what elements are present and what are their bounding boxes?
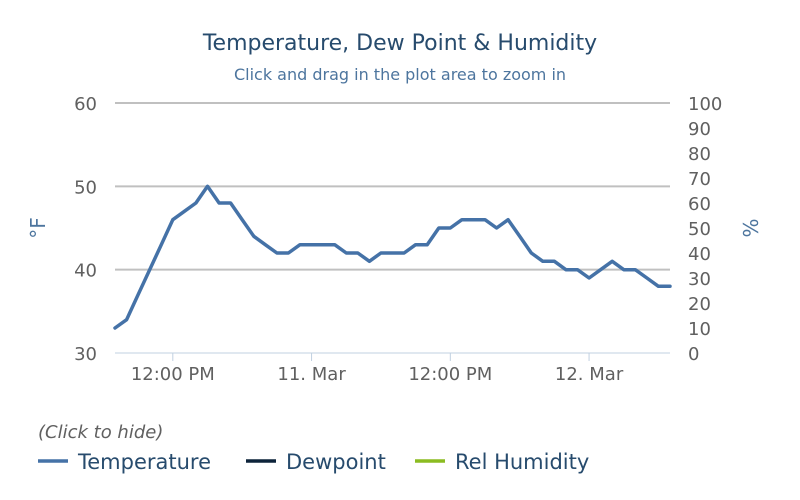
chart-title: Temperature, Dew Point & Humidity [202,31,597,56]
y-right-tick-label: 70 [688,169,711,190]
y-right-tick-label: 20 [688,294,711,315]
gridlines [115,102,670,271]
x-tick-label: 12. Mar [555,364,624,385]
legend-label: Dewpoint [286,450,386,474]
series-layer [113,184,672,330]
y-left-tick-label: 50 [74,177,97,198]
y-right-tick-label: 10 [688,319,711,340]
y-right-tick-label: 30 [688,269,711,290]
x-tick-label: 12:00 PM [408,364,492,385]
legend-label: Temperature [77,450,211,474]
y-right-tick-label: 60 [688,194,711,215]
legend-item-dewpoint[interactable]: Dewpoint [246,450,386,474]
chart-subtitle: Click and drag in the plot area to zoom … [234,65,566,84]
y-left-tick-label: 60 [74,94,97,115]
y-right-tick-label: 80 [688,144,711,165]
y-right-tick-label: 90 [688,119,711,140]
y-left-tick-label: 30 [74,344,97,365]
y-right-tick-label: 0 [688,344,699,365]
legend-item-temperature[interactable]: Temperature [38,450,211,474]
y-right-tick-label: 50 [688,219,711,240]
y-left-axis-title: °F [26,217,50,239]
x-tick-label: 11. Mar [277,364,346,385]
legend-label: Rel Humidity [455,450,589,474]
x-tick-label: 12:00 PM [131,364,215,385]
series-line-temperature[interactable] [113,184,672,330]
legend: Temperature Dewpoint Rel Humidity [38,450,589,474]
y-left-tick-label: 40 [74,261,97,282]
y-right-tick-label: 100 [688,94,722,115]
legend-note: (Click to hide) [38,422,163,443]
x-axis: 12:00 PM 11. Mar 12:00 PM 12. Mar [131,353,624,385]
y-axis-left: 60 50 40 30 [74,94,97,365]
y-right-axis-title: % [739,218,763,237]
y-right-tick-label: 40 [688,244,711,265]
legend-item-rel-humidity[interactable]: Rel Humidity [415,450,589,474]
